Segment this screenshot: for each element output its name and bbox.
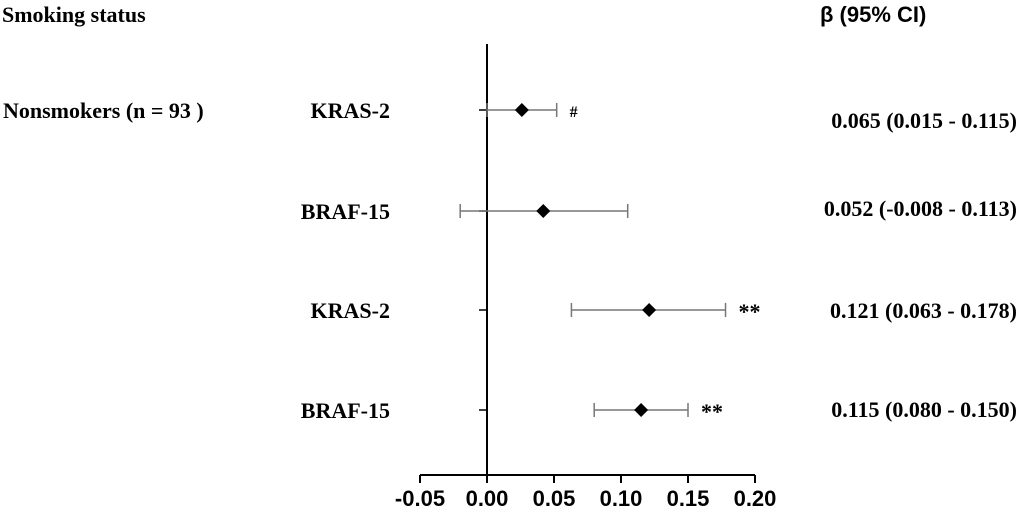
ci-text: 0.115 (0.080 - 0.150) <box>831 397 1017 422</box>
x-tick-label: 0.20 <box>734 486 777 511</box>
estimate-marker <box>642 303 657 317</box>
estimate-marker <box>514 103 529 117</box>
header-smoking-status: Smoking status <box>2 2 146 27</box>
estimate-marker <box>536 204 551 218</box>
significance-marker: ** <box>701 399 723 424</box>
ci-text: 0.065 (0.015 - 0.115) <box>831 108 1017 133</box>
significance-marker: ** <box>739 299 761 324</box>
header-beta-ci: β (95% CI) <box>820 2 926 27</box>
group-label-nonsmokers: Nonsmokers (n = 93 ) <box>3 98 204 123</box>
significance-marker: # <box>570 104 578 121</box>
estimate-marker <box>634 403 649 417</box>
ci-text: 0.052 (-0.008 - 0.113) <box>824 196 1017 221</box>
x-tick-label: 0.00 <box>466 486 509 511</box>
row-label: BRAF-15 <box>301 398 390 423</box>
ci-text: 0.121 (0.063 - 0.178) <box>830 298 1017 323</box>
x-tick-label: 0.05 <box>533 486 576 511</box>
axis-layer: -0.05 0.00 0.05 0.10 0.15 0.20 <box>395 44 776 511</box>
x-tick-label: 0.15 <box>667 486 710 511</box>
x-tick-label: -0.05 <box>395 486 445 511</box>
row-label: KRAS-2 <box>311 98 390 123</box>
row-label: BRAF-15 <box>301 199 390 224</box>
x-tick-label: 0.10 <box>600 486 643 511</box>
rows-layer: KRAS-2 #0.065 (0.015 - 0.115) BRAF-15 0.052… <box>301 98 1017 424</box>
row-label: KRAS-2 <box>311 298 390 323</box>
